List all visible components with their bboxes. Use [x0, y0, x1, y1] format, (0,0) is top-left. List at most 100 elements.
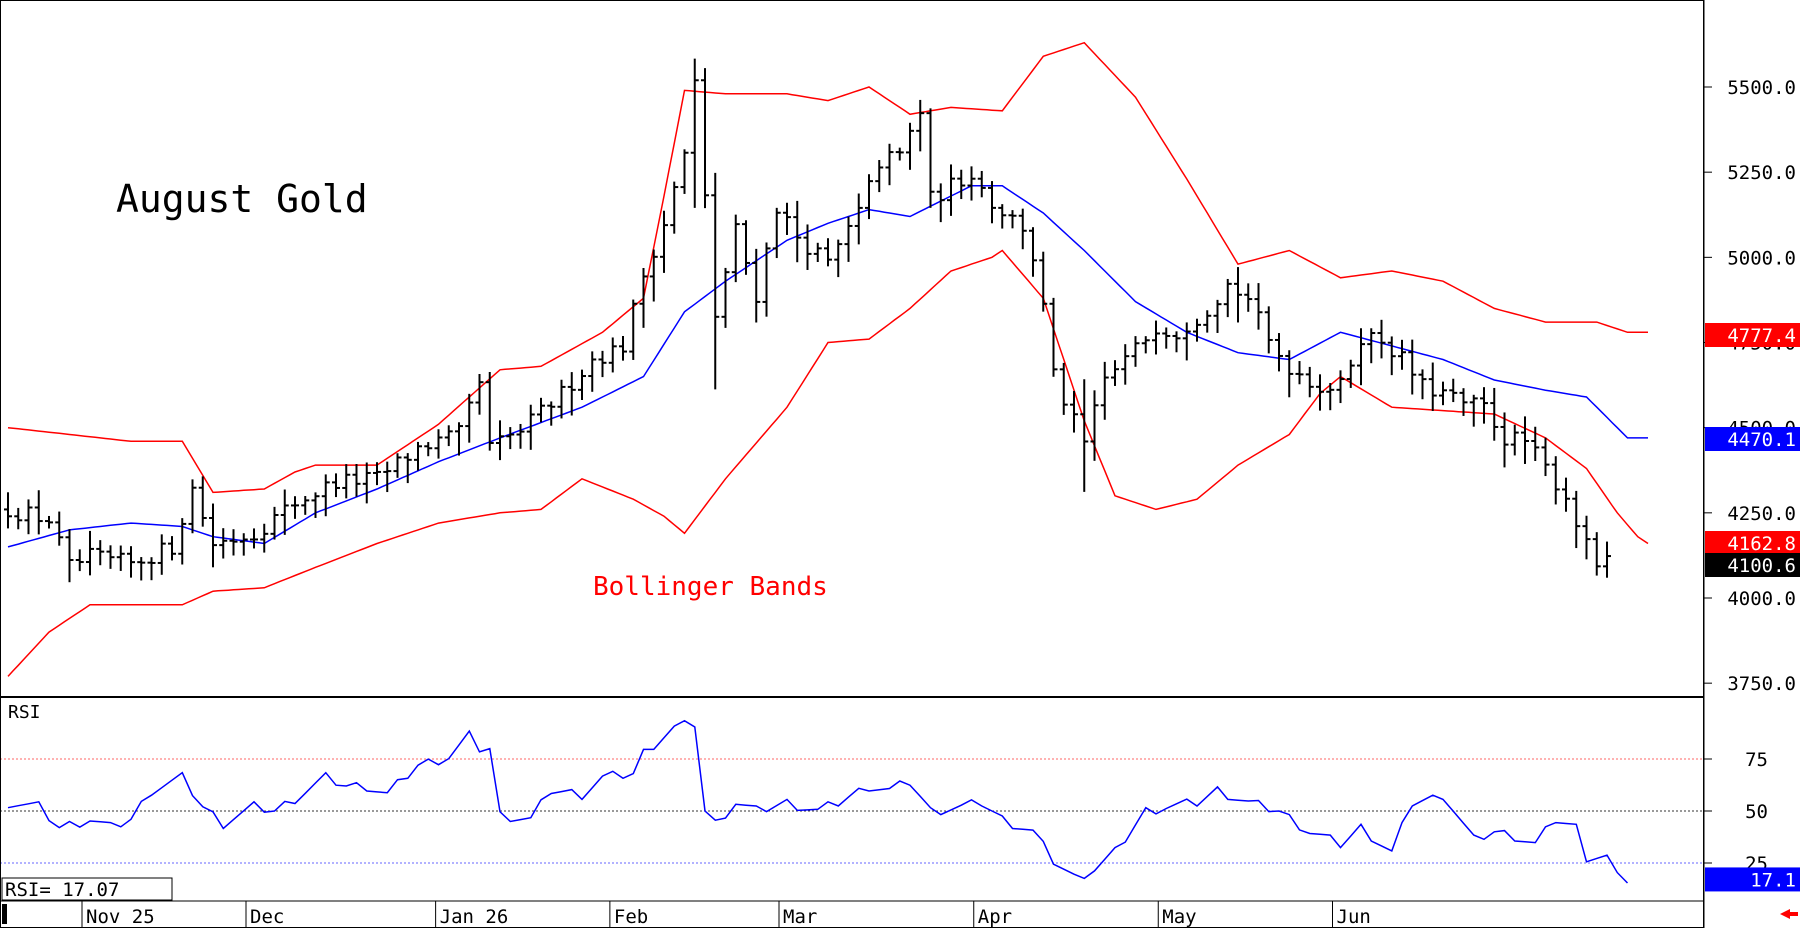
price-bar	[14, 507, 23, 530]
price-bar	[865, 174, 873, 220]
price-bar	[1182, 322, 1191, 361]
price-bar	[875, 160, 884, 193]
price-bar	[721, 267, 730, 328]
price-bar	[936, 183, 945, 223]
price-tick-label: 5500.0	[1727, 77, 1796, 99]
price-bar	[1049, 297, 1058, 377]
price-bar	[639, 267, 648, 328]
price-bar	[1418, 369, 1427, 400]
price-bar	[1264, 306, 1273, 354]
price-bar	[414, 441, 422, 471]
price-bar	[178, 518, 187, 565]
last-value-tag	[1705, 427, 1800, 451]
price-bar	[834, 239, 843, 278]
price-bar	[219, 528, 228, 559]
price-bar	[926, 108, 935, 208]
rsi-last-value-tag	[1705, 867, 1800, 892]
price-bar	[1603, 541, 1611, 578]
price-bar	[1377, 319, 1386, 359]
price-bar	[783, 202, 791, 235]
price-bar	[1131, 336, 1140, 367]
price-bar	[168, 536, 176, 561]
price-bar	[608, 337, 617, 373]
price-bar	[701, 68, 709, 209]
price-bar	[516, 423, 525, 449]
price-bar	[1398, 339, 1406, 370]
price-bar	[106, 545, 115, 569]
last-value-label: 4100.6	[1727, 555, 1796, 577]
price-bar	[1510, 424, 1519, 456]
price-bar	[496, 420, 504, 461]
price-bar	[1469, 394, 1478, 427]
price-bar	[188, 479, 197, 534]
price-bar	[1316, 374, 1324, 411]
price-bar	[967, 166, 976, 201]
price-bar	[803, 224, 812, 270]
last-value-tag	[1705, 323, 1800, 347]
last-value-label: 4162.8	[1727, 533, 1796, 555]
price-bar	[670, 181, 679, 234]
price-bar	[1480, 387, 1488, 424]
date-tick-label: Jan 26	[440, 906, 509, 928]
price-bar	[260, 523, 269, 553]
price-bar	[598, 350, 607, 378]
scroll-handle	[2, 904, 7, 924]
scroll-arrow-icon	[1780, 909, 1798, 919]
price-bar	[1111, 360, 1119, 386]
price-bar	[34, 490, 43, 535]
price-bar	[844, 216, 853, 262]
price-bar	[537, 397, 545, 423]
rsi-panel: RSI= 17.07	[0, 719, 1704, 901]
price-bar	[1080, 379, 1089, 492]
last-value-label: 4777.4	[1727, 325, 1796, 347]
price-bar	[947, 164, 955, 216]
price-bar	[332, 473, 340, 498]
price-bar	[588, 351, 597, 392]
price-bar	[619, 335, 627, 361]
price-bar	[1254, 283, 1263, 330]
price-bar	[506, 427, 515, 450]
price-bar	[906, 122, 914, 170]
price-bar	[680, 149, 689, 194]
price-bar	[270, 506, 279, 540]
price-bar	[250, 528, 258, 549]
price-bar	[403, 453, 412, 484]
price-bar	[55, 511, 64, 546]
price-bar	[1193, 318, 1201, 342]
price-bar	[1223, 278, 1232, 318]
price-bar	[311, 492, 320, 518]
price-bar	[1562, 477, 1570, 512]
price-bar	[157, 534, 166, 575]
price-bar	[557, 379, 566, 419]
price-bar	[352, 463, 361, 497]
price-bar	[1121, 344, 1130, 385]
price-bar	[383, 461, 392, 493]
date-tick-label: Nov 25	[86, 906, 155, 928]
price-bar	[824, 238, 832, 267]
price-bar	[1551, 456, 1560, 505]
price-bar	[1357, 328, 1365, 386]
price-bar	[1285, 350, 1294, 398]
price-tick-label: 4250.0	[1727, 503, 1796, 525]
price-bar	[1059, 362, 1068, 415]
price-bar	[1070, 390, 1078, 433]
price-bar	[885, 143, 894, 186]
price-bar	[1500, 412, 1509, 468]
price-bar	[393, 453, 402, 478]
price-bar	[1592, 532, 1601, 576]
price-bar	[1490, 387, 1499, 441]
price-bar	[1408, 339, 1417, 395]
price-bar	[485, 372, 494, 451]
price-bar	[1213, 299, 1222, 333]
price-bar	[434, 429, 443, 459]
price-bar	[998, 204, 1007, 229]
price-bar	[762, 242, 771, 317]
upper-bollinger-band	[7, 41, 1648, 494]
price-bar	[321, 474, 330, 517]
price-bar	[4, 492, 12, 529]
price-bar	[1141, 336, 1150, 354]
price-bar	[127, 546, 135, 578]
price-bar	[690, 58, 699, 208]
